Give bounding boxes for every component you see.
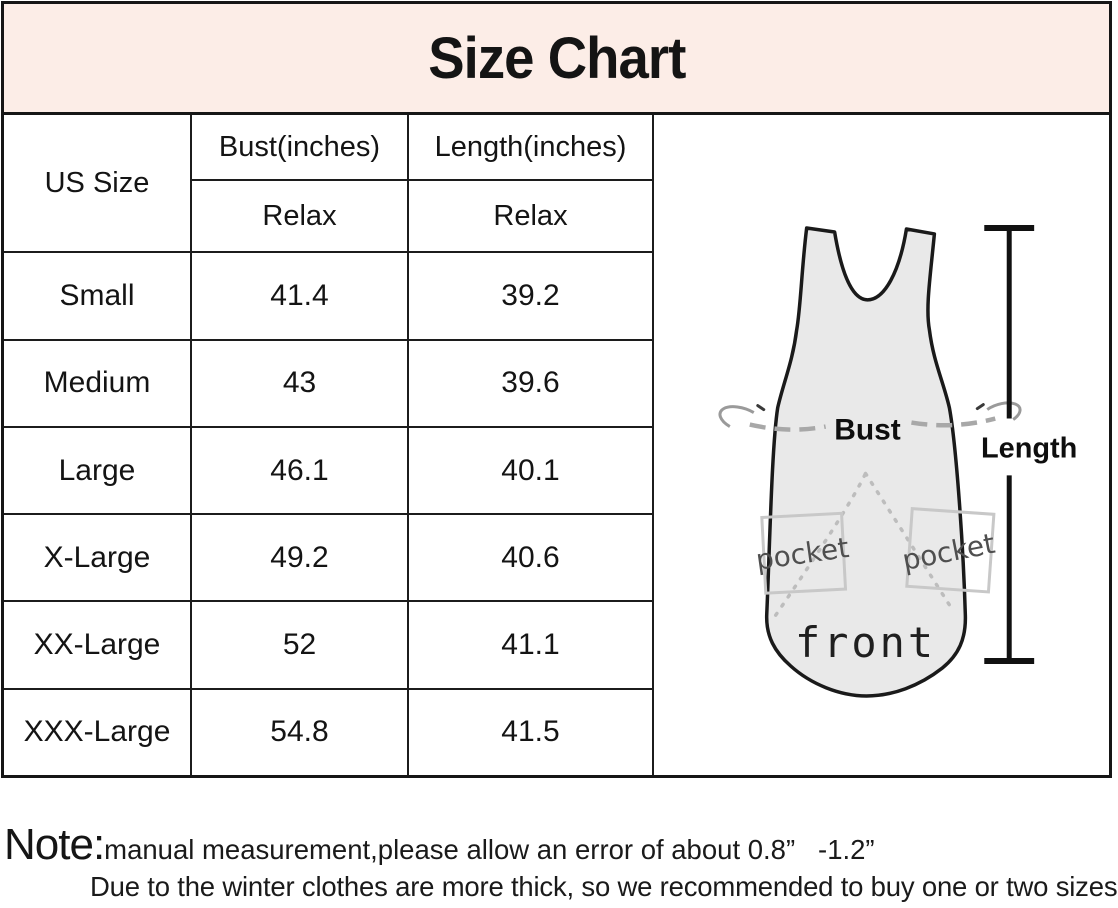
bust-label: Bust: [834, 414, 901, 447]
cell-size: XX-Large: [4, 600, 192, 690]
cell-bust: 49.2: [190, 513, 409, 603]
col-header-us-size: US Size: [4, 115, 192, 254]
title-bar: Size Chart: [4, 4, 1109, 115]
table-row: XX-Large 52 41.1: [4, 600, 654, 690]
cell-size: Large: [4, 425, 192, 516]
cell-length: 40.1: [407, 425, 654, 516]
bust-measure-line: [749, 422, 827, 432]
cell-bust: 41.4: [190, 251, 409, 341]
apron-dotted-seam-right: [863, 471, 956, 613]
col-header-bust: Bust(inches): [190, 115, 409, 182]
apron-outline: [765, 226, 968, 698]
table-row: Large 46.1 40.1: [4, 425, 654, 516]
table-header-row: US Size Bust(inches) Length(inches): [4, 115, 654, 254]
cell-length: 41.5: [407, 687, 654, 775]
cell-bust: 52: [190, 600, 409, 690]
note-line1: manual measurement,please allow an error…: [104, 834, 875, 865]
cell-bust: 43: [190, 338, 409, 428]
table-row: Small 41.4 39.2: [4, 251, 654, 341]
size-table: US Size Bust(inches) Length(inches) Rela…: [4, 115, 654, 775]
apron-diagram: Bust pocket pocket front Length: [654, 115, 1109, 775]
bust-tape-tick-left: [756, 404, 766, 412]
cell-length: 39.2: [407, 251, 654, 341]
note-section: Note: manual measurement,please allow an …: [4, 820, 1118, 903]
table-row: X-Large 49.2 40.6: [4, 513, 654, 603]
cell-size: XXX-Large: [4, 687, 192, 775]
panel-content: US Size Bust(inches) Length(inches) Rela…: [4, 115, 1109, 775]
bust-measure-line: [911, 416, 996, 428]
cell-length: 39.6: [407, 338, 654, 428]
cell-size: Small: [4, 251, 192, 341]
subheader-bust-relax: Relax: [191, 179, 409, 254]
front-label: front: [795, 618, 936, 667]
pocket-right: [905, 506, 996, 594]
page-title: Size Chart: [427, 25, 686, 91]
apron-measurement-drawing: Bust pocket pocket front Length: [718, 224, 1077, 698]
subheader-length-relax: Relax: [407, 179, 654, 254]
bust-tape-tick-right: [975, 403, 985, 411]
bust-tape-curl-left: [718, 405, 755, 428]
cell-size: Medium: [4, 338, 192, 428]
col-header-length: Length(inches): [407, 115, 654, 182]
note-label: Note:: [4, 820, 105, 869]
table-row: XXX-Large 54.8 41.5: [4, 687, 654, 775]
table-subheader-row: Relax Relax: [4, 179, 654, 254]
cell-length: 41.1: [407, 600, 654, 690]
note-line2: Due to the winter clothes are more thick…: [90, 871, 1118, 903]
bust-tape-curl-right: [986, 401, 1022, 421]
cell-bust: 46.1: [190, 425, 409, 516]
cell-size: X-Large: [4, 513, 192, 603]
cell-bust: 54.8: [190, 687, 409, 775]
cell-length: 40.6: [407, 513, 654, 603]
note-line1-row: Note: manual measurement,please allow an …: [4, 820, 1116, 869]
pocket-left: [760, 511, 848, 595]
chart-panel: Size Chart US Size Bust(inches) Length(i…: [1, 1, 1112, 778]
table-row: Medium 43 39.6: [4, 338, 654, 428]
length-label: Length: [981, 432, 1077, 464]
